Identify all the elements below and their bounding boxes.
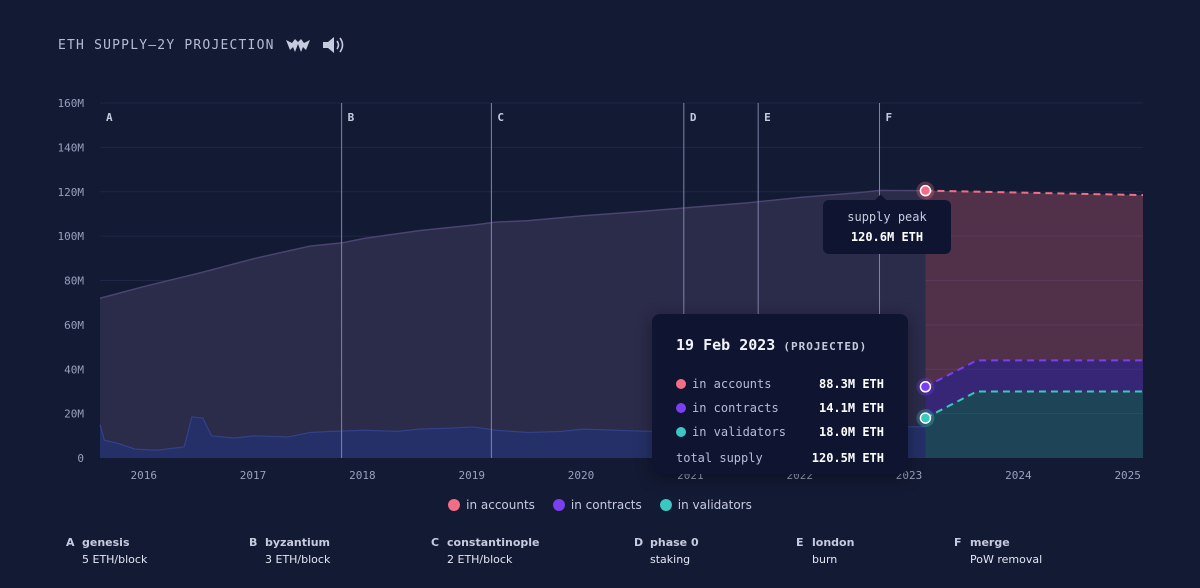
event-desc: 3 ETH/block: [265, 553, 331, 566]
chart-legend: in accounts in contracts in validators: [0, 498, 1200, 512]
event-letter: F: [954, 536, 962, 549]
hover-tooltip: 19 Feb 2023 (PROJECTED) in accounts 88.3…: [652, 314, 908, 474]
x-tick-label: 2024: [1005, 469, 1032, 482]
x-tick-label: 2018: [349, 469, 376, 482]
tooltip-date: 19 Feb 2023: [676, 336, 776, 354]
validators-projection-area: [925, 391, 1143, 458]
event-line-letter: C: [497, 111, 504, 124]
tooltip-total-value: 120.5M ETH: [811, 451, 884, 465]
supply-line: [99, 189, 926, 299]
event-line-letter: A: [106, 111, 113, 124]
event-line-letter: B: [348, 111, 355, 124]
y-tick-label: 0: [77, 452, 84, 465]
event-desc: burn: [812, 553, 838, 566]
legend-item-validators[interactable]: in validators: [659, 498, 752, 512]
tooltip-row-total: total supply 120.5M ETH: [676, 446, 884, 470]
x-tick-label: 2025: [1114, 469, 1141, 482]
event-letter: B: [249, 536, 258, 549]
in-validators-projection-line: [924, 390, 1143, 419]
validators-dot-icon: [676, 427, 686, 437]
tooltip-row-contracts: in contracts 14.1M ETH: [676, 396, 884, 420]
tooltip-row-validators: in validators 18.0M ETH: [676, 420, 884, 444]
event-name: genesis: [82, 536, 130, 549]
validators-dot-icon: [659, 499, 672, 511]
accounts-dot-icon: [676, 379, 686, 389]
event-line-letter: D: [690, 111, 697, 124]
y-tick-label: 160M: [58, 97, 85, 110]
projected-marker[interactable]: [919, 184, 932, 197]
event-letter: C: [431, 536, 440, 549]
supply-peak-label: supply peak: [847, 210, 927, 224]
tooltip-value: 14.1M ETH: [818, 401, 884, 415]
event-name: phase 0: [650, 536, 699, 549]
event-desc: staking: [650, 553, 691, 566]
tooltip-label: in validators: [692, 425, 786, 439]
y-tick-label: 40M: [64, 363, 84, 376]
speaker-icon[interactable]: [321, 34, 347, 56]
y-tick-label: 100M: [58, 230, 85, 243]
projected-marker[interactable]: [919, 381, 932, 393]
event-line-letter: F: [886, 111, 893, 124]
in-contracts-projection-line: [924, 359, 1143, 388]
event-letter: E: [796, 536, 804, 549]
x-tick-label: 2017: [240, 469, 267, 482]
y-tick-label: 140M: [58, 141, 85, 154]
tooltip-label: in contracts: [692, 401, 779, 415]
event-name: byzantium: [265, 536, 331, 549]
event-letter: A: [66, 536, 75, 549]
tooltip-total-label: total supply: [676, 451, 763, 465]
event-name: london: [812, 536, 855, 549]
accounts-dot-icon: [448, 499, 461, 511]
ultrasound-bat-icon: [285, 36, 311, 54]
tooltip-projected-tag: (PROJECTED): [783, 340, 868, 353]
x-tick-label: 2019: [458, 469, 485, 482]
y-tick-label: 60M: [64, 319, 84, 332]
contracts-projection-area: [925, 360, 1143, 419]
event-line-letter: E: [764, 111, 771, 124]
legend-label: in accounts: [466, 498, 535, 512]
y-tick-label: 20M: [64, 408, 84, 421]
in-accounts-projection-line: [925, 189, 1144, 197]
event-name: merge: [970, 536, 1010, 549]
x-tick-label: 2016: [130, 469, 157, 482]
tooltip-value: 18.0M ETH: [818, 425, 884, 439]
x-tick-label: 2020: [568, 469, 595, 482]
event-desc: 5 ETH/block: [82, 553, 148, 566]
tooltip-value: 88.3M ETH: [818, 377, 884, 391]
event-desc: PoW removal: [970, 553, 1043, 566]
legend-label: in contracts: [570, 498, 642, 512]
peak-pointer: [874, 194, 887, 201]
legend-item-accounts[interactable]: in accounts: [448, 498, 535, 512]
supply-peak-annotation: supply peak 120.6M ETH: [823, 200, 951, 254]
supply-peak-value: 120.6M ETH: [850, 230, 924, 244]
chart-header: ETH SUPPLY—2Y PROJECTION: [58, 34, 347, 56]
tooltip-label: in accounts: [692, 377, 772, 391]
y-tick-label: 120M: [58, 186, 85, 199]
y-tick-label: 80M: [64, 275, 84, 288]
tooltip-row-accounts: in accounts 88.3M ETH: [676, 372, 884, 396]
legend-label: in validators: [677, 498, 752, 512]
event-letter: D: [634, 536, 644, 549]
legend-item-contracts[interactable]: in contracts: [552, 498, 642, 512]
event-name: constantinople: [447, 536, 540, 549]
chart-title: ETH SUPPLY—2Y PROJECTION: [58, 37, 275, 53]
contracts-dot-icon: [676, 403, 686, 413]
event-desc: 2 ETH/block: [447, 553, 513, 566]
accounts-projection-area: [925, 190, 1143, 387]
contracts-dot-icon: [552, 499, 565, 511]
projected-marker[interactable]: [919, 412, 932, 424]
